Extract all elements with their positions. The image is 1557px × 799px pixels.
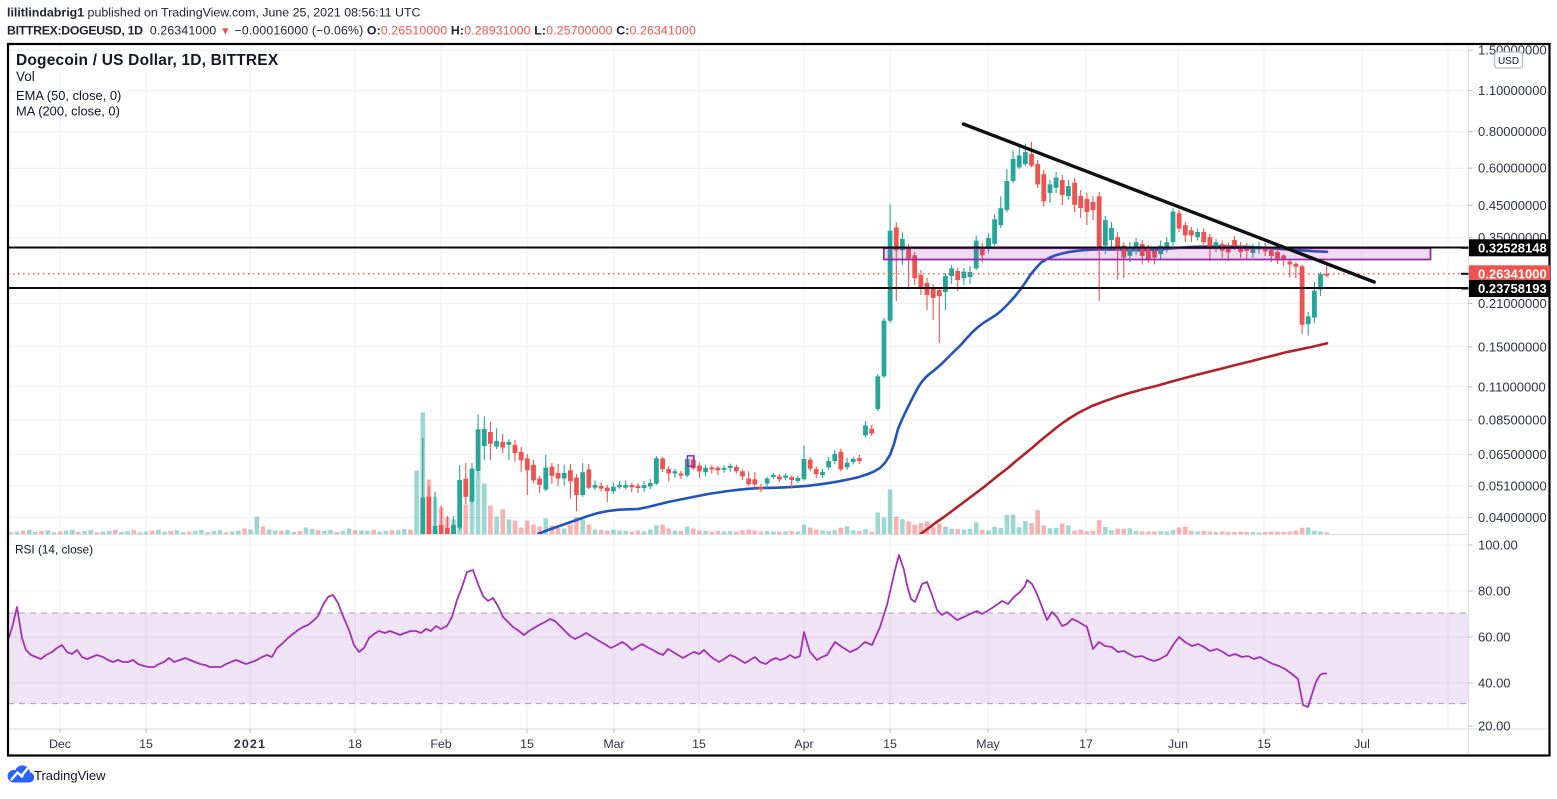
svg-text:15: 15 <box>883 737 897 751</box>
svg-text:15: 15 <box>1257 737 1271 751</box>
svg-text:1.10000000: 1.10000000 <box>1478 83 1547 98</box>
svg-text:0.45000000: 0.45000000 <box>1478 198 1547 213</box>
svg-text:17: 17 <box>1079 737 1093 751</box>
svg-text:Dec: Dec <box>49 737 71 751</box>
svg-text:2021: 2021 <box>234 737 266 751</box>
svg-text:0.60000000: 0.60000000 <box>1478 161 1547 176</box>
svg-text:0.23758193: 0.23758193 <box>1478 281 1547 296</box>
svg-text:0.06500000: 0.06500000 <box>1478 447 1547 462</box>
svg-text:80.00: 80.00 <box>1478 584 1511 599</box>
svg-text:0.11000000: 0.11000000 <box>1478 379 1546 394</box>
svg-text:0.15000000: 0.15000000 <box>1478 339 1547 354</box>
svg-text:40.00: 40.00 <box>1478 676 1511 691</box>
svg-text:18: 18 <box>348 737 362 751</box>
svg-text:Jun: Jun <box>1168 737 1188 751</box>
svg-text:0.04000000: 0.04000000 <box>1478 510 1547 525</box>
svg-text:BITTREX:DOGEUSD, 1D 0.2634100: BITTREX:DOGEUSD, 1D 0.26341000 ▼ −0.0001… <box>7 24 696 38</box>
svg-text:May: May <box>976 737 1000 751</box>
svg-text:15: 15 <box>692 737 706 751</box>
svg-text:RSI (14, close): RSI (14, close) <box>15 543 93 557</box>
svg-text:0.32528148: 0.32528148 <box>1478 241 1547 256</box>
svg-text:Apr: Apr <box>794 737 813 751</box>
svg-text:TradingView: TradingView <box>34 768 106 783</box>
svg-text:Mar: Mar <box>603 737 624 751</box>
svg-text:20.00: 20.00 <box>1478 719 1511 734</box>
svg-text:60.00: 60.00 <box>1478 630 1511 645</box>
svg-text:Dogecoin / US Dollar, 1D, BITT: Dogecoin / US Dollar, 1D, BITTREX <box>16 52 279 69</box>
svg-text:15: 15 <box>139 737 153 751</box>
svg-text:lilitlindabrig1 published on T: lilitlindabrig1 published on TradingView… <box>7 6 421 20</box>
svg-text:0.21000000: 0.21000000 <box>1478 296 1547 311</box>
svg-text:Vol: Vol <box>16 69 35 84</box>
svg-text:15: 15 <box>520 737 534 751</box>
svg-text:0.26341000: 0.26341000 <box>1478 267 1547 282</box>
svg-text:EMA (50, close, 0): EMA (50, close, 0) <box>16 88 121 103</box>
svg-text:0.80000000: 0.80000000 <box>1478 124 1547 139</box>
svg-text:0.08500000: 0.08500000 <box>1478 413 1547 428</box>
svg-text:0.05100000: 0.05100000 <box>1478 479 1547 494</box>
svg-text:Jul: Jul <box>1354 737 1370 751</box>
svg-text:Feb: Feb <box>430 737 451 751</box>
svg-text:100.00: 100.00 <box>1478 538 1518 553</box>
svg-text:USD: USD <box>1498 56 1519 67</box>
svg-text:MA (200, close, 0): MA (200, close, 0) <box>16 104 120 119</box>
